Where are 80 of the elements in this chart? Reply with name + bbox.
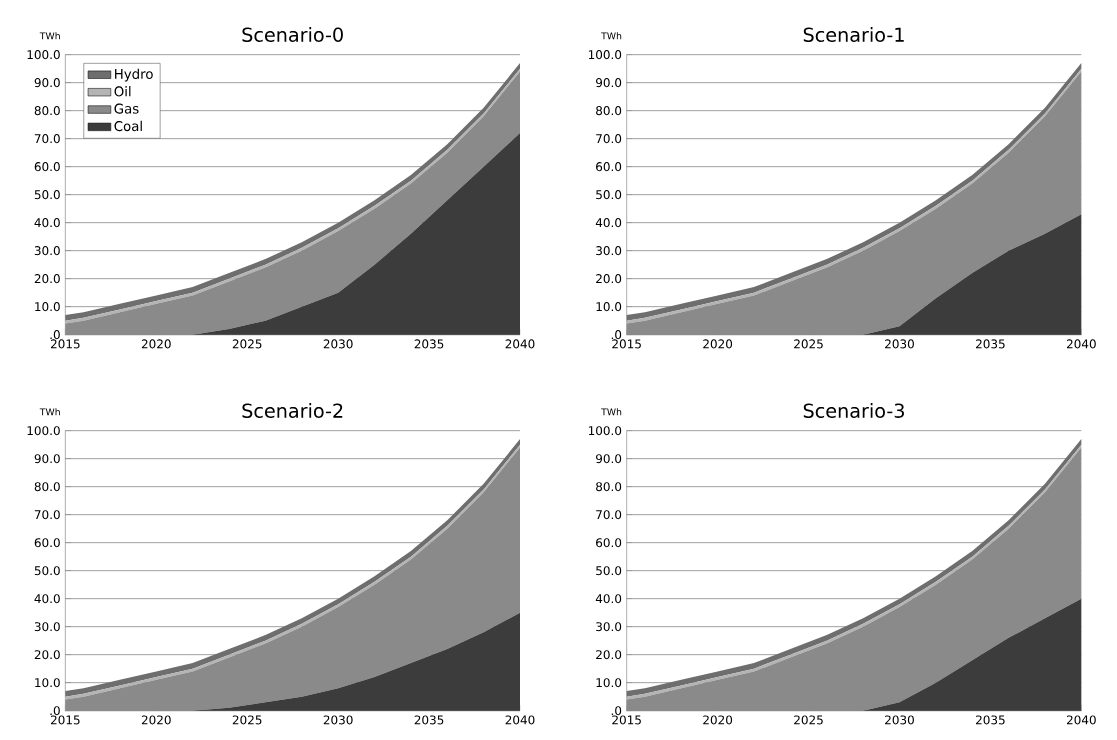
chart-title: Scenario-1 [803, 27, 904, 42]
x-tick-label: 2040 [1066, 339, 1096, 349]
y-tick-label: 30.0 [596, 622, 622, 632]
y-tick-label: 10.0 [35, 302, 60, 312]
y-tick-label: 70.0 [34, 510, 60, 520]
y-tick-label: 60.0 [596, 162, 622, 172]
y-axis-title: TWh [39, 32, 60, 40]
y-tick-label: 30.0 [34, 622, 60, 632]
x-tick-label: 2020 [141, 339, 171, 349]
y-tick-label: .0 [50, 706, 60, 716]
y-tick-label: 50.0 [34, 566, 60, 576]
y-tick-label: 90.0 [34, 78, 60, 88]
y-tick-label: .0 [611, 706, 622, 716]
x-tick-label: 2020 [703, 715, 733, 725]
y-tick-label: 100.0 [27, 50, 60, 60]
y-axis-title: TWh [601, 408, 622, 416]
y-tick-label: 20.0 [34, 650, 60, 660]
y-tick-label: 40.0 [595, 594, 622, 604]
y-tick-label: 90.0 [596, 78, 622, 88]
y-tick-label: 10.0 [596, 302, 622, 312]
x-tick-label: 2025 [232, 339, 262, 349]
x-tick-label: 2035 [414, 715, 444, 725]
y-tick-label: 60.0 [34, 162, 60, 172]
x-tick-label: 2035 [414, 339, 444, 349]
x-tick-label: 2015 [612, 715, 641, 725]
x-tick-label: 2035 [976, 339, 1005, 349]
legend-label: Oil [114, 86, 131, 97]
x-tick-label: 2030 [323, 339, 353, 349]
y-tick-label: 90.0 [596, 454, 622, 464]
y-tick-label: 30.0 [34, 246, 60, 256]
y-tick-label: 40.0 [34, 218, 60, 228]
y-tick-label: 10.0 [596, 678, 622, 688]
x-tick-label: 2025 [794, 339, 823, 349]
x-tick-label: 2030 [885, 715, 914, 725]
chart-title: Scenario-3 [803, 403, 904, 418]
legend-label: Gas [114, 103, 139, 114]
y-tick-label: 60.0 [596, 538, 622, 548]
chart-title: Scenario-2 [242, 403, 343, 418]
y-tick-label: 20.0 [596, 274, 622, 284]
y-axis-title: TWh [601, 32, 622, 40]
y-tick-label: 10.0 [35, 678, 60, 688]
y-tick-label: 20.0 [34, 274, 60, 284]
x-tick-label: 2025 [232, 715, 262, 725]
y-axis-title: TWh [39, 408, 60, 416]
y-tick-label: 40.0 [34, 594, 60, 604]
x-tick-label: 2035 [976, 715, 1005, 725]
y-tick-label: 60.0 [34, 538, 60, 548]
x-tick-label: 2015 [612, 339, 641, 349]
y-tick-label: .0 [611, 330, 622, 340]
x-tick-label: 2025 [794, 715, 823, 725]
x-tick-label: 2040 [505, 715, 535, 725]
y-tick-label: 70.0 [596, 134, 622, 144]
x-tick-label: 2015 [50, 339, 80, 349]
x-tick-label: 2040 [505, 339, 535, 349]
y-tick-label: .0 [50, 330, 60, 340]
legend-label: Hydro [115, 68, 153, 82]
x-tick-label: 2040 [1066, 715, 1096, 725]
y-tick-label: 30.0 [596, 246, 622, 256]
x-tick-label: 2030 [323, 715, 353, 725]
y-tick-label: 70.0 [596, 510, 622, 520]
x-tick-label: 2020 [141, 715, 171, 725]
y-tick-label: 50.0 [596, 190, 622, 200]
y-tick-label: 100.0 [588, 50, 622, 60]
x-tick-label: 2015 [50, 715, 80, 725]
y-tick-label: 20.0 [596, 650, 622, 660]
legend-label: Coal [114, 120, 142, 132]
chart-title: Scenario-0 [242, 27, 343, 42]
y-tick-label: 80.0 [34, 482, 60, 492]
y-tick-label: 70.0 [34, 134, 60, 144]
y-tick-label: 100.0 [588, 426, 622, 436]
y-tick-label: 50.0 [596, 566, 622, 576]
y-tick-label: 100.0 [27, 426, 60, 436]
x-tick-label: 2020 [703, 339, 733, 349]
y-tick-label: 40.0 [595, 218, 622, 228]
x-tick-label: 2030 [885, 339, 914, 349]
y-tick-label: 80.0 [596, 482, 622, 492]
y-tick-label: 80.0 [34, 106, 60, 116]
y-tick-label: 50.0 [34, 190, 60, 200]
y-tick-label: 80.0 [596, 106, 622, 116]
y-tick-label: 90.0 [34, 454, 60, 464]
